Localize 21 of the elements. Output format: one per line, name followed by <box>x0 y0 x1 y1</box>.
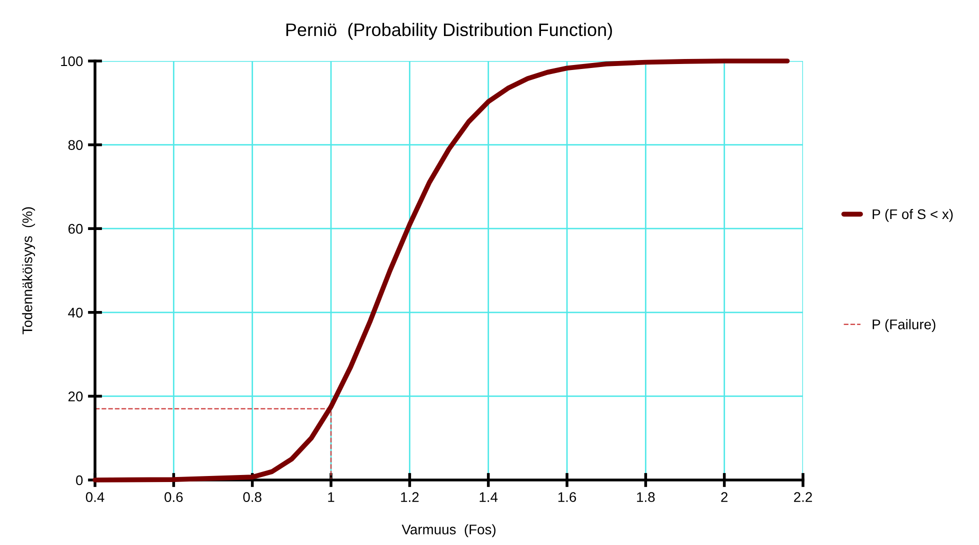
x-tick-label: 1.2 <box>401 492 419 502</box>
legend-label: P (F of S < x) <box>872 208 953 222</box>
x-tick-label: 0.8 <box>243 492 262 502</box>
x-tick-label: 2 <box>721 492 728 502</box>
y-tick-label: 80 <box>68 140 83 150</box>
x-tick-label: 2.2 <box>794 492 812 502</box>
y-tick-label: 40 <box>68 308 83 318</box>
y-tick-label: 0 <box>76 475 83 486</box>
x-tick-label: 1 <box>328 492 334 502</box>
x-tick-label: 1.4 <box>480 492 498 502</box>
x-tick-label: 0.4 <box>86 492 104 502</box>
x-tick-label: 1.6 <box>558 492 576 502</box>
x-axis-title: Varmuus (Fos) <box>402 524 496 538</box>
y-axis-title: Todennäköisyys (%) <box>22 207 36 334</box>
y-tick-label: 20 <box>68 392 83 402</box>
y-tick-label: 60 <box>68 224 83 234</box>
x-tick-label: 1.8 <box>637 492 655 502</box>
y-tick-label: 100 <box>61 56 83 66</box>
x-tick-label: 0.6 <box>164 492 183 502</box>
legend-label: P (Failure) <box>872 319 936 332</box>
chart-title: Perniö (Probability Distribution Function) <box>286 22 612 40</box>
